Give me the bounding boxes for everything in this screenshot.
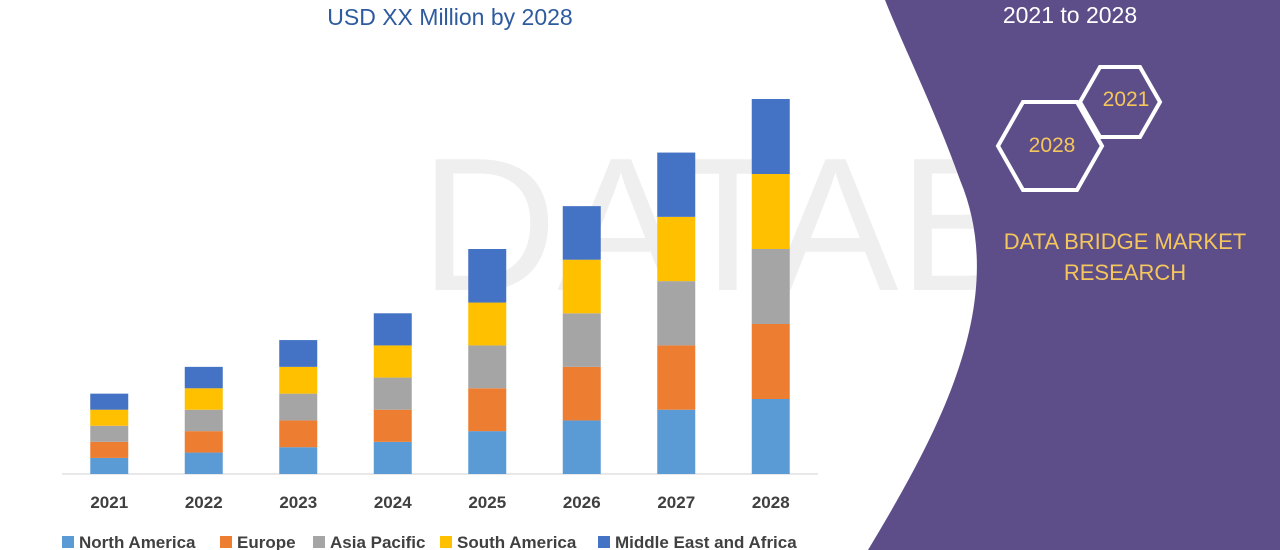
x-tick-label: 2023 [279,493,317,512]
legend-swatch-middle-east-and-africa [598,536,610,548]
bar-segment-2021-europe [90,441,129,458]
bar-segment-2025-asia-pacific [468,345,507,389]
brand-name: DATA BRIDGE MARKET RESEARCH [1003,229,1247,285]
bar-segment-2023-middle-east-and-africa [279,340,318,367]
legend-label-south-america: South America [457,533,577,550]
bar-segment-2026-middle-east-and-africa [562,206,601,260]
bar-segment-2025-north-america [468,431,507,474]
bar-segment-2023-europe [279,420,318,448]
bar-segment-2027-south-america [657,216,696,282]
bar-segment-2022-europe [184,431,223,453]
hexagon-2021-label: 2021 [1102,88,1150,111]
bar-segment-2027-north-america [657,409,696,474]
bar-segment-2024-middle-east-and-africa [373,313,412,346]
legend-swatch-asia-pacific [313,536,325,548]
bar-segment-2024-south-america [373,345,412,378]
hexagon-2028-icon [995,100,1105,192]
bar-segment-2028-north-america [751,399,790,474]
x-tick-label: 2024 [374,493,412,512]
bar-segment-2023-south-america [279,366,318,394]
bar-segment-2023-asia-pacific [279,393,318,421]
bar-segment-2022-asia-pacific [184,409,223,432]
bar-segment-2022-middle-east-and-africa [184,366,223,389]
bar-segment-2024-europe [373,409,412,442]
bar-segment-2021-south-america [90,409,129,426]
bar-segment-2025-europe [468,388,507,432]
legend-swatch-south-america [440,536,452,548]
bar-segment-2028-europe [751,324,790,399]
bar-segment-2025-south-america [468,302,507,346]
stacked-bar-chart: 2021 2022 2023 2024 2025 2026 2027 2028 [62,99,818,512]
bar-segment-2023-north-america [279,447,318,474]
bar-segment-2025-middle-east-and-africa [468,249,507,303]
bar-segment-2021-north-america [90,457,129,474]
legend-swatch-europe [220,536,232,548]
bar-segment-2028-middle-east-and-africa [751,99,790,174]
chart-title: USD XX Million by 2028 [327,4,573,30]
bar-segment-2028-asia-pacific [751,249,790,324]
side-panel-background [868,0,1280,550]
bar-segment-2021-middle-east-and-africa [90,393,129,410]
bar-segment-2026-europe [562,366,601,421]
bar-segment-2026-north-america [562,420,601,474]
legend-label-europe: Europe [237,533,296,550]
x-tick-label: 2025 [468,493,506,512]
x-tick-label: 2026 [563,493,601,512]
bar-segment-2027-middle-east-and-africa [657,152,696,217]
legend-label-north-america: North America [79,533,196,550]
legend-label-middle-east-and-africa: Middle East and Africa [615,533,797,550]
bar-segment-2026-south-america [562,259,601,314]
bar-segment-2021-asia-pacific [90,425,129,442]
hexagon-2021-icon [1077,65,1163,139]
bar-segment-2027-asia-pacific [657,281,696,346]
legend-swatch-north-america [62,536,74,548]
bar-segment-2028-south-america [751,174,790,249]
bar-segment-2027-europe [657,345,696,410]
legend-label-asia-pacific: Asia Pacific [330,533,425,550]
x-tick-label: 2027 [657,493,695,512]
x-tick-label: 2028 [752,493,790,512]
x-tick-label: 2021 [90,493,128,512]
bar-segment-2026-asia-pacific [562,313,601,367]
chart-legend: North America Europe Asia Pacific South Ame… [62,533,797,550]
hexagon-2028-label: 2028 [1028,134,1076,157]
x-tick-label: 2022 [185,493,223,512]
forecast-period: 2021 to 2028 [1002,2,1138,28]
bar-segment-2022-south-america [184,388,223,410]
bar-segment-2024-asia-pacific [373,377,412,410]
bar-segment-2022-north-america [184,452,223,474]
bar-segment-2024-north-america [373,441,412,474]
